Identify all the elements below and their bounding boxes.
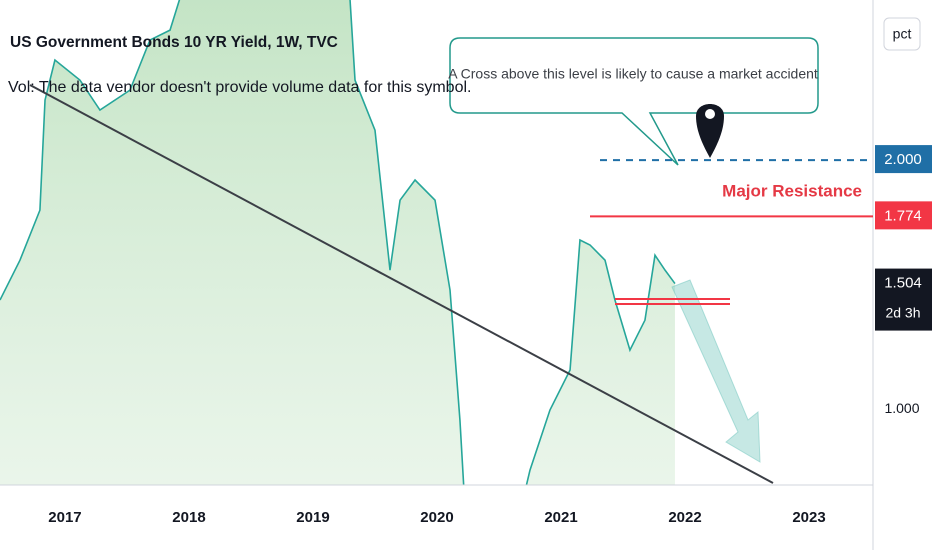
price-tag [875, 268, 932, 331]
callout-text: A Cross above this level is likely to ca… [448, 66, 818, 82]
subtitle: Vol: The data vendor doesn't provide vol… [8, 79, 471, 96]
down-arrow [671, 279, 761, 463]
unit-label[interactable]: pct [893, 26, 912, 42]
unit-button[interactable] [883, 17, 921, 51]
trend-line [29, 84, 774, 484]
plot-area [0, 0, 676, 485]
y-tick-label: 1.000 [884, 400, 919, 416]
price-tag [875, 145, 932, 174]
dynamic: 2017 2018 2019 2020 2021 2022 2023 1.000 2.000 1.… [48, 145, 932, 526]
price-tag-label: 1.504 [884, 275, 922, 292]
x-tick-label: 2023 [792, 509, 825, 526]
x-tick-label: 2020 [420, 509, 453, 526]
price-tag [875, 201, 932, 230]
callout-box [449, 37, 819, 166]
price-tag-label: 1.774 [884, 207, 922, 224]
x-tick-label: 2021 [544, 509, 577, 526]
x-tick-label: 2019 [296, 509, 329, 526]
chart-title: US Government Bonds 10 YR Yield, 1W, TVC [10, 34, 338, 51]
x-tick-label: 2017 [48, 509, 81, 526]
price-tag-label: 2.000 [884, 151, 922, 168]
area-fill [0, 0, 675, 485]
yield-line [0, 0, 676, 485]
pin-hole [705, 109, 715, 119]
pin-icon [696, 104, 724, 158]
x-tick-label: 2022 [668, 509, 701, 526]
x-tick-label: 2018 [172, 509, 205, 526]
countdown-label: 2d 3h [885, 304, 920, 320]
resistance-label: Major Resistance [722, 181, 862, 200]
